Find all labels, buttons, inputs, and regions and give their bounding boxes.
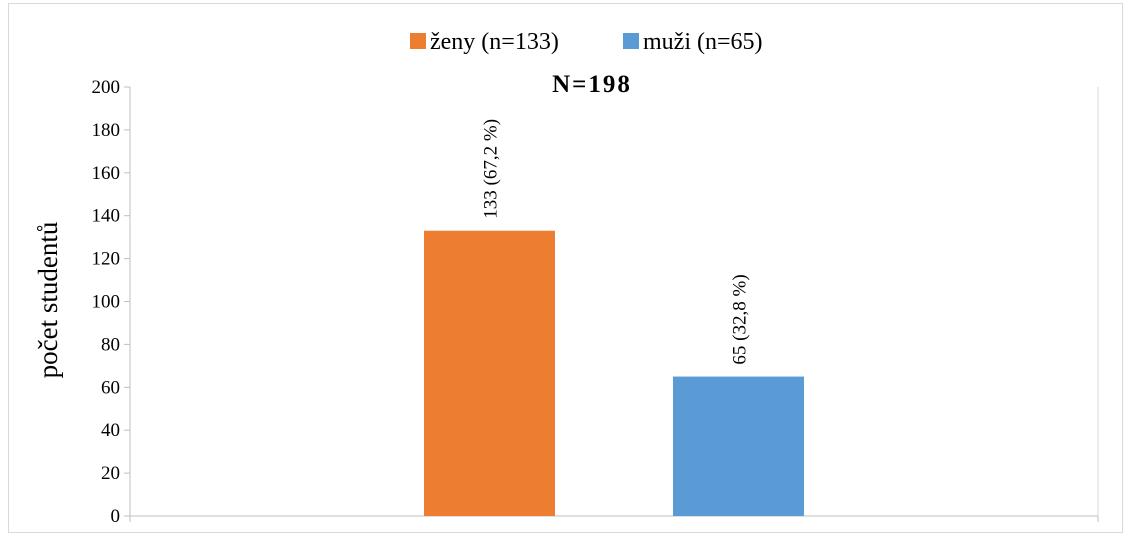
- y-tick-label: 100: [92, 292, 121, 313]
- data-labels: 133 (67,2 %) 65 (32,8 %): [481, 119, 751, 365]
- y-tick-label: 20: [101, 463, 120, 484]
- y-tick-label: 160: [92, 163, 121, 184]
- y-tick-label: 140: [92, 206, 121, 227]
- y-tick-label: 40: [101, 420, 120, 441]
- data-label-zeny: 133 (67,2 %): [481, 119, 502, 219]
- y-axis: 0 20 40 60 80 100 120 140 160 180 200: [92, 77, 131, 527]
- bar-muzi: [673, 376, 804, 516]
- bar-zeny: [424, 230, 555, 516]
- legend-swatch: [623, 33, 639, 49]
- y-axis-label: počet studentů: [33, 221, 63, 378]
- data-label-muzi: 65 (32,8 %): [730, 274, 751, 364]
- legend-swatch: [410, 33, 426, 49]
- legend: ženy (n=133) muži (n=65): [410, 29, 763, 55]
- bars: [424, 230, 804, 516]
- x-axis: [129, 87, 1099, 522]
- y-tick-label: 180: [92, 120, 121, 141]
- chart-title: N=198: [552, 71, 632, 98]
- y-tick-label: 60: [101, 377, 120, 398]
- y-tick-label: 0: [111, 506, 121, 527]
- legend-label: ženy (n=133): [430, 29, 559, 55]
- legend-label: muži (n=65): [643, 29, 763, 55]
- y-tick-label: 80: [101, 334, 120, 355]
- y-tick-label: 120: [92, 249, 121, 270]
- chart-area: [8, 3, 1123, 533]
- y-tick-label: 200: [92, 77, 121, 98]
